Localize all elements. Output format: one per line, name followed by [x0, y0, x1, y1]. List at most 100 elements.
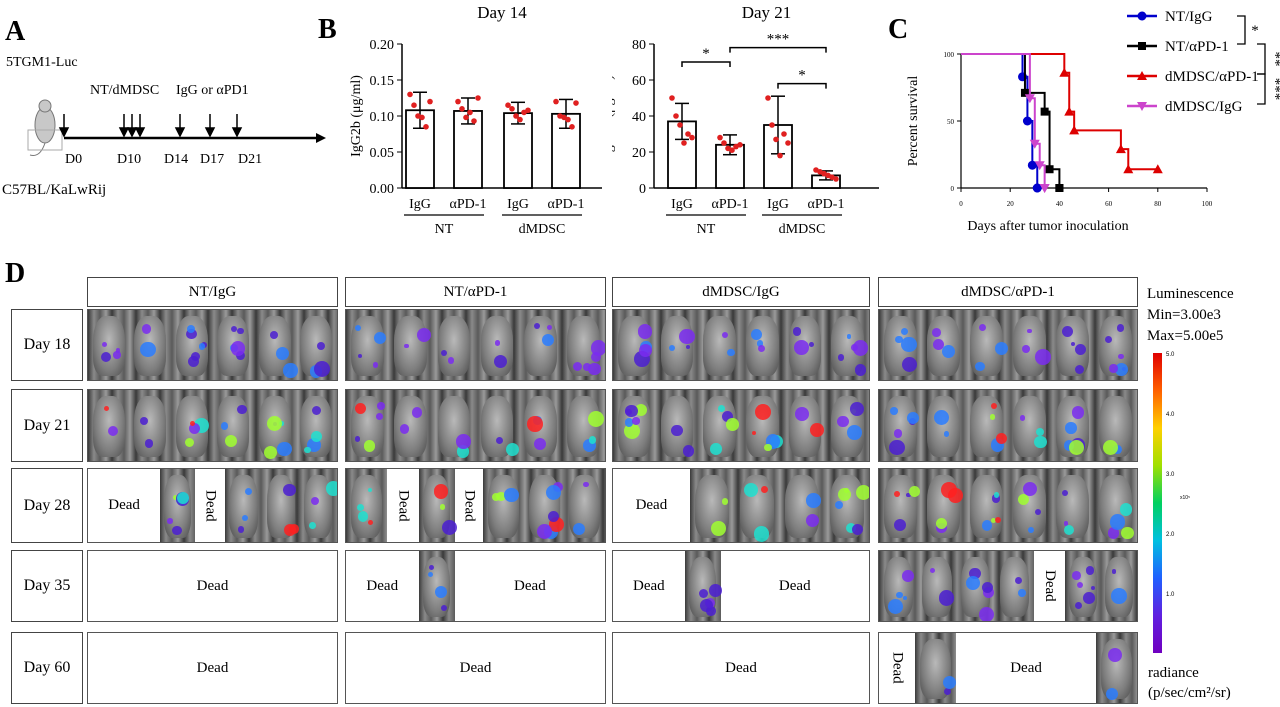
luminescence-signal: [933, 339, 945, 351]
mouse-body: [884, 395, 920, 457]
category-label: IgG: [507, 197, 529, 212]
mouse-image: [684, 551, 722, 621]
mouse-body: [883, 556, 914, 617]
luminescence-signal: [935, 517, 948, 530]
luminescence-signal: [1119, 503, 1133, 516]
luminescence-signal: [1062, 490, 1069, 496]
luminescence-signal: [377, 402, 385, 410]
mouse-image: [224, 469, 337, 542]
day-d21: D21: [238, 152, 262, 167]
mouse-body: [927, 395, 960, 457]
data-point: [717, 134, 723, 141]
luminescence-signal: [990, 402, 997, 410]
imaging-cell: [878, 468, 1138, 543]
luminescence-signal: [588, 362, 601, 376]
luminescence-signal: [995, 432, 1008, 445]
injection-label: NT/dMDSC: [90, 83, 159, 98]
legend-unit-label: radiance: [1148, 665, 1199, 681]
series-marker: [1040, 107, 1049, 116]
data-point: [455, 98, 461, 105]
series-marker: [1115, 144, 1126, 154]
luminescence-signal: [1070, 342, 1075, 347]
dead-label: Dead: [366, 577, 399, 594]
luminescence-signal: [435, 585, 448, 598]
luminescence-signal: [363, 440, 376, 452]
data-point: [773, 136, 779, 143]
series-marker: [1123, 164, 1134, 174]
luminescence-signal: [283, 524, 297, 537]
category-label: IgG: [767, 197, 789, 212]
luminescence-signal: [625, 405, 638, 418]
luminescence-signal: [906, 492, 911, 498]
imaging-cell: [87, 389, 338, 462]
treatment-label: IgG or αPD1: [176, 83, 249, 98]
luminescence-signal: [764, 443, 772, 452]
mouse-body: [1099, 474, 1134, 540]
series-marker: [1024, 94, 1035, 104]
luminescence-signal: [244, 487, 252, 495]
legend-max: Max=5.00e5: [1147, 328, 1224, 344]
significance-label: **: [1267, 52, 1280, 67]
series-marker: [1020, 88, 1029, 97]
luminescence-signal: [795, 407, 809, 421]
mouse-image: [346, 469, 388, 542]
luminescence-signal: [947, 487, 963, 503]
luminescence-signal: [901, 570, 914, 583]
mouse-body: [999, 556, 1030, 617]
imaging-cell: [345, 309, 606, 381]
dead-label: Dead: [395, 489, 412, 522]
mouse-body: [703, 315, 736, 376]
mouse-body: [134, 315, 166, 376]
mouse-image: [879, 390, 1137, 461]
series-marker: [1027, 160, 1037, 170]
series-marker: [1138, 42, 1146, 50]
chart-survival: Percent survival Days after tumor inocula…: [906, 9, 1280, 234]
mouse-body: [217, 395, 249, 457]
data-point: [833, 176, 839, 182]
luminescence-signal: [541, 333, 555, 347]
mouse-body: [746, 315, 779, 376]
luminescence-signal: [671, 425, 683, 437]
luminescence-signal: [699, 598, 713, 612]
dead-label: Dead: [725, 659, 757, 676]
luminescence-signal: [1115, 362, 1129, 376]
group-header: NT/αPD-1: [345, 277, 606, 307]
luminescence-signal: [187, 355, 200, 368]
mouse-body: [660, 315, 695, 376]
luminescence-signal: [855, 485, 869, 501]
y-tick-label: 100: [944, 51, 955, 59]
imaging-cell: Dead Dead: [87, 468, 338, 543]
luminescence-signal: [190, 420, 196, 427]
mouse-image: [915, 633, 957, 703]
series-marker: [1022, 116, 1032, 126]
luminescence-signal: [588, 436, 597, 444]
luminescence-signal: [990, 414, 996, 420]
imaging-cell: Dead Dead: [345, 468, 606, 543]
y-tick-label: 0.05: [370, 146, 395, 161]
luminescence-signal: [1034, 435, 1047, 448]
mouse-body: [217, 315, 249, 376]
luminescence-signal: [981, 581, 994, 594]
luminescence-signal: [230, 341, 245, 356]
luminescence-signal: [241, 515, 248, 522]
mouse-body: [229, 474, 258, 538]
luminescence-signal: [357, 503, 365, 511]
luminescence-signal: [900, 327, 909, 335]
luminescence-signal: [895, 336, 903, 344]
mouse-body: [927, 474, 963, 538]
mouse-body: [695, 474, 730, 538]
luminescence-signal: [372, 362, 379, 368]
luminescence-signal: [991, 493, 1001, 503]
luminescence-signal: [637, 323, 653, 339]
dead-label: Dead: [633, 577, 665, 594]
mouse-body: [350, 474, 383, 538]
luminescence-signal: [938, 590, 955, 607]
y-tick-label: 80: [632, 38, 646, 53]
luminescence-signal: [237, 327, 244, 335]
mouse-image: [483, 469, 605, 542]
data-point: [673, 113, 679, 119]
significance-bracket: [729, 46, 827, 53]
series-line: [961, 53, 1061, 188]
mouse-image: [879, 469, 1137, 542]
luminescence-signal: [101, 351, 112, 362]
